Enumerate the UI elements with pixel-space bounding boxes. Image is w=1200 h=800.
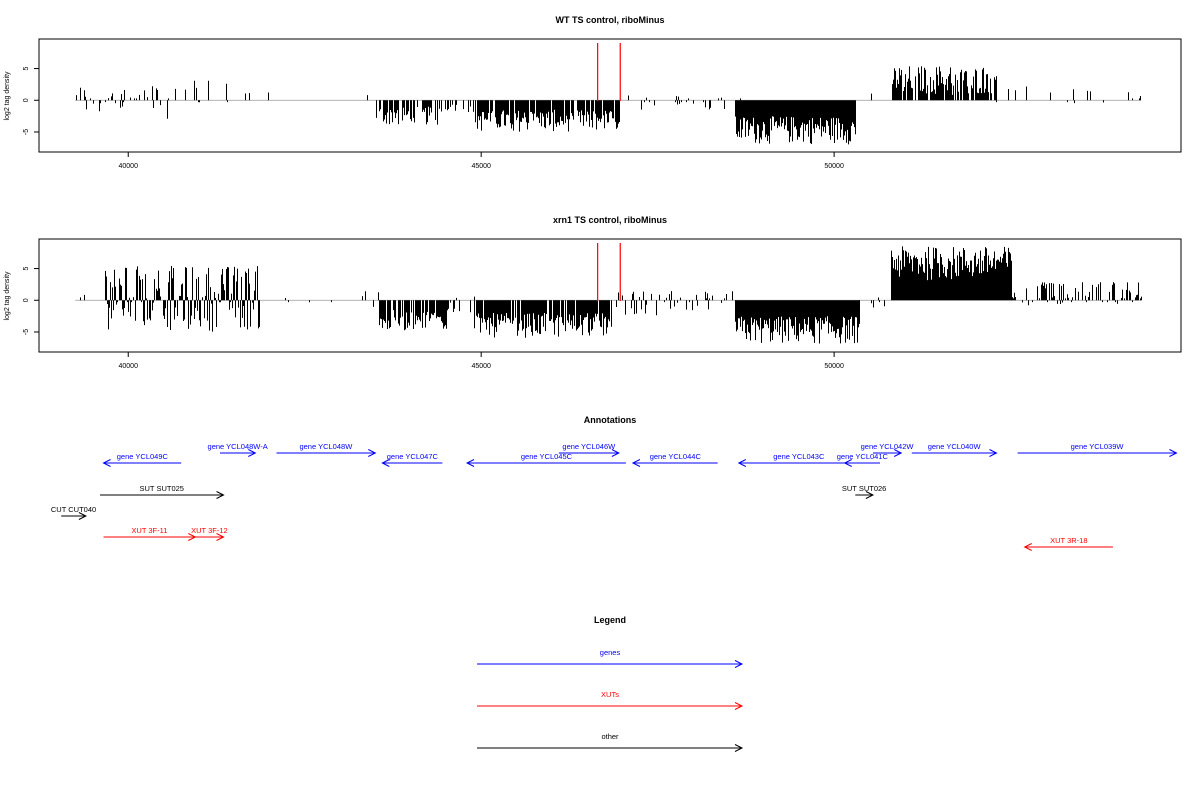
legend-arrow: [477, 744, 744, 752]
feature-arrow-head: [893, 449, 903, 457]
feature-arrow: [872, 449, 903, 457]
legend-label: XUTs: [601, 690, 619, 699]
feature-label: SUT SUT026: [842, 484, 886, 493]
feature-arrow-head: [381, 459, 390, 467]
feature-arrow-head: [465, 459, 475, 467]
feature-arrow: [1017, 449, 1178, 457]
feature-arrow-head: [865, 491, 875, 499]
feature-label: gene YCL043C: [773, 452, 825, 461]
feature-arrow: [558, 449, 620, 457]
plot-frame: [38, 38, 1182, 153]
legend-label: genes: [600, 648, 621, 657]
legend-arrow: [477, 660, 744, 668]
coverage-bars: [75, 246, 1142, 344]
legend-label: other: [601, 732, 619, 741]
feature-label: XUT 3F-11: [131, 526, 167, 535]
feature-arrow-head: [102, 459, 111, 467]
x-tick-label: 50000: [824, 163, 844, 170]
legend-title: Legend: [594, 615, 626, 625]
y-axis-label: log2 tag density: [4, 271, 11, 321]
feature-arrow-head: [1169, 449, 1178, 457]
y-axis-label: log2 tag density: [4, 71, 11, 121]
y-tick-label: 0: [23, 298, 30, 302]
feature-arrow-head: [78, 512, 88, 520]
feature-label: gene YCL042W: [861, 442, 915, 451]
feature-arrow: [381, 459, 443, 467]
feature-arrow: [631, 459, 718, 467]
legend-arrow-head: [734, 702, 744, 710]
xrn1-coverage-panel: xrn1 TS control, riboMinus 40000 45000 500…: [4, 215, 1182, 370]
feature-arrow: [276, 449, 377, 457]
marker-lines: [597, 243, 621, 301]
feature-arrow-head: [1023, 543, 1032, 551]
feature-arrow: [911, 449, 998, 457]
y-axis: 5 0 -5: [23, 266, 39, 335]
feature-arrow: [737, 459, 859, 467]
feature-arrow: [61, 512, 88, 520]
feature-arrow: [465, 459, 626, 467]
feature-arrow-head: [631, 459, 641, 467]
marker-lines: [597, 43, 621, 101]
feature-arrow: [855, 491, 875, 499]
feature-arrow-head: [737, 459, 747, 467]
panel-title: WT TS control, riboMinus: [556, 15, 665, 25]
feature-arrow: [102, 459, 182, 467]
feature-arrow-head: [216, 533, 225, 541]
y-tick-label: 5: [23, 66, 30, 70]
feature-arrow-head: [611, 449, 620, 457]
feature-label: gene YCL048W: [299, 442, 353, 451]
y-tick-label: 0: [23, 98, 30, 102]
feature-label: gene YCL041C: [837, 452, 889, 461]
x-axis: 40000 45000 50000: [119, 152, 844, 170]
x-tick-label: 45000: [471, 363, 491, 370]
feature-label: gene YCL045C: [521, 452, 573, 461]
feature-arrow-head: [989, 449, 998, 457]
feature-arrow: [100, 491, 225, 499]
x-tick-label: 40000: [119, 163, 139, 170]
feature-label: gene YCL049C: [117, 452, 169, 461]
annotations-title: Annotations: [584, 415, 637, 425]
feature-arrow-head: [368, 449, 377, 457]
feature-label: SUT SUT025: [140, 484, 184, 493]
annotation-features: gene YCL049C gene YCL048W-A gene YCL048W ge…: [51, 442, 1178, 551]
plot-frame: [38, 238, 1182, 353]
legend-arrow-head: [734, 660, 744, 668]
feature-label: gene YCL046W: [562, 442, 616, 451]
coverage-bars: [75, 66, 1142, 145]
feature-label: gene YCL047C: [387, 452, 439, 461]
feature-arrow-head: [248, 449, 257, 457]
legend-arrow-head: [734, 744, 744, 752]
legend-arrow: [477, 702, 744, 710]
x-tick-label: 40000: [119, 363, 139, 370]
panel-title: xrn1 TS control, riboMinus: [553, 215, 667, 225]
feature-label: CUT CUT040: [51, 505, 96, 514]
legend-panel: Legend genes XUTs other: [477, 615, 744, 752]
x-tick-label: 45000: [471, 163, 491, 170]
feature-label: gene YCL040W: [928, 442, 982, 451]
feature-arrow-head: [843, 459, 852, 467]
feature-label: XUT 3R-18: [1050, 536, 1087, 545]
y-tick-label: -5: [23, 329, 30, 335]
y-tick-label: 5: [23, 266, 30, 270]
feature-arrow: [195, 533, 225, 541]
feature-arrow: [1023, 543, 1113, 551]
legend-items: genes XUTs other: [477, 648, 744, 752]
feature-label: gene YCL039W: [1071, 442, 1125, 451]
x-tick-label: 50000: [824, 363, 844, 370]
wt-coverage-panel: WT TS control, riboMinus 40000 45000 50000…: [4, 15, 1182, 170]
feature-arrow: [843, 459, 880, 467]
feature-label: gene YCL044C: [650, 452, 702, 461]
x-axis: 40000 45000 50000: [119, 352, 844, 370]
y-axis: 5 0 -5: [23, 66, 39, 135]
y-tick-label: -5: [23, 129, 30, 135]
feature-label: XUT 3F-12: [191, 526, 228, 535]
feature-label: gene YCL048W-A: [208, 442, 268, 451]
feature-arrow-head: [216, 491, 225, 499]
feature-arrow: [220, 449, 257, 457]
